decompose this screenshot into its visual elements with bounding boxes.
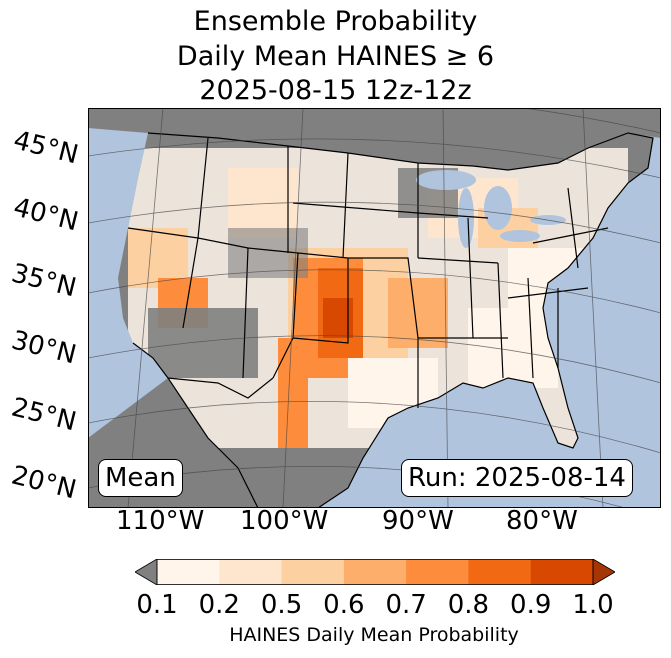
lat-label-20: 20°N (8, 460, 80, 506)
map-panel (88, 108, 661, 508)
colorbar-tick-label: 0.5 (260, 590, 303, 620)
colorbar-tick-label: 0.2 (198, 590, 240, 620)
lat-label-30: 30°N (8, 325, 80, 371)
colorbar-tick-label: 1.0 (572, 590, 614, 620)
colorbar-tick-label: 0.8 (447, 590, 490, 620)
run-date-badge: Run: 2025-08-14 (401, 459, 633, 497)
great-lakes (416, 170, 566, 248)
colorbar-cell (219, 559, 283, 585)
colorbar-tick-label: 0.7 (385, 590, 427, 620)
colorbar-cell (157, 559, 220, 585)
mean-badge: Mean (98, 459, 183, 497)
colorbar-cell (281, 559, 345, 585)
lat-label-45: 45°N (10, 125, 82, 171)
title-line-1: Ensemble Probability (193, 6, 478, 37)
title-line-2: Daily Mean HAINES ≥ 6 (176, 41, 495, 72)
title-line-3: 2025-08-15 12z-12z (199, 75, 472, 106)
state-borders (127, 132, 654, 508)
colorbar-under-arrow (135, 559, 158, 585)
colorbar-cell (530, 559, 594, 585)
colorbar-over-arrow (592, 559, 615, 585)
colorbar-label: HAINES Daily Mean Probability (229, 624, 519, 646)
lat-label-40: 40°N (10, 192, 82, 238)
lat-label-35: 35°N (8, 258, 80, 304)
colorbar-tick-label: 0.1 (136, 590, 178, 620)
lon-label-110w: 110°W (116, 506, 205, 536)
canada-land (88, 108, 661, 170)
colorbar-tick-label: 0.9 (510, 590, 552, 620)
colorbar-cell (343, 559, 407, 585)
colorbar (135, 559, 615, 585)
lon-label-90w: 90°W (382, 506, 454, 536)
colorbar-tick-label: 0.6 (323, 590, 365, 620)
lon-label-100w: 100°W (240, 506, 329, 536)
colorbar-cell (406, 559, 469, 585)
lon-label-80w: 80°W (506, 506, 578, 536)
colorbar-cell (468, 559, 532, 585)
lat-label-25: 25°N (8, 392, 80, 438)
